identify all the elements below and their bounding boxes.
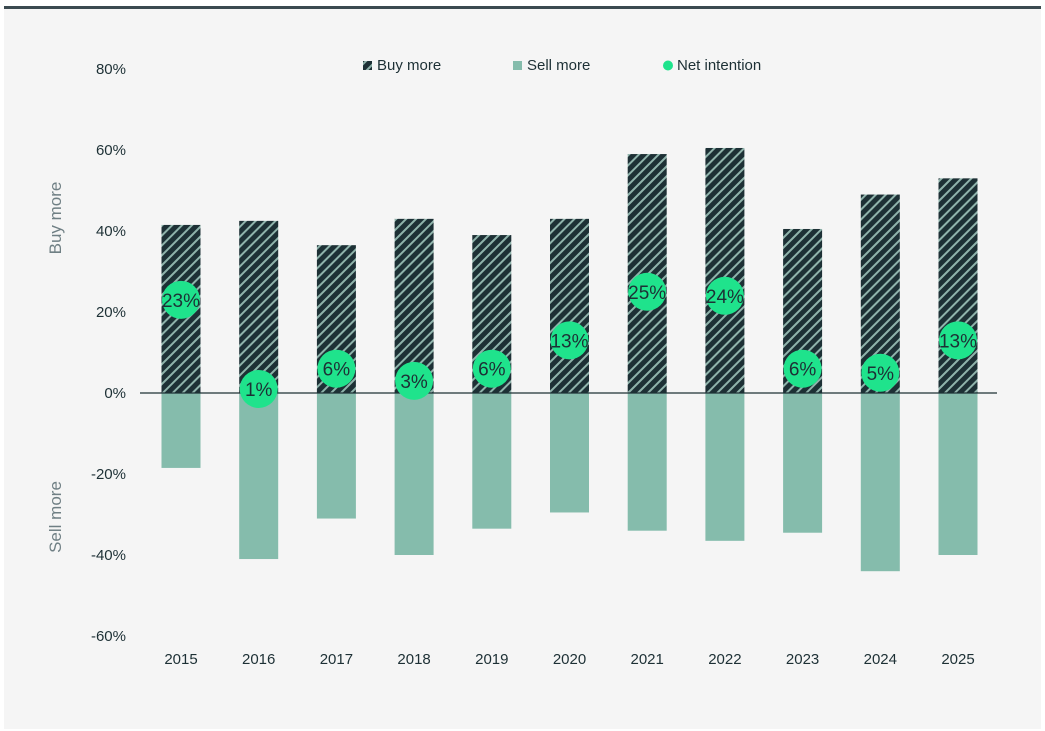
y-tick-label: -20% (91, 466, 126, 483)
net-intention-label-2018: 3% (400, 372, 428, 393)
net-intention-label-2015: 23% (162, 291, 200, 312)
legend-swatch-sell-more (513, 61, 522, 70)
x-tick-label: 2025 (941, 651, 974, 668)
y-tick-label: 60% (96, 142, 126, 159)
net-intention-label-2016: 1% (245, 380, 273, 401)
y-tick-label: 40% (96, 223, 126, 240)
legend-swatch-net-intention (663, 60, 673, 71)
bar-sell-more-2020 (550, 393, 589, 513)
net-intention-point-2020 (550, 321, 589, 360)
net-intention-point-2023 (783, 349, 822, 388)
net-intention-label-2017: 6% (323, 360, 351, 381)
legend-item-sell-more: Sell more (513, 57, 590, 74)
net-intention-point-2024 (861, 353, 900, 392)
y-axis: 80% 60% 40% 20% 0% -20% -40% -60% (91, 61, 126, 645)
bar-buy-more-2020 (550, 218, 589, 393)
x-tick-label: 2018 (397, 651, 430, 668)
x-axis: 2015 2016 2017 2018 2019 2020 2021 2022 2023 2024… (164, 651, 974, 668)
y-tick-label: -60% (91, 628, 126, 645)
legend-item-buy-more: Buy more (363, 57, 441, 74)
net-intention-label-2022: 24% (706, 287, 744, 308)
net-intention-label-2021: 25% (628, 283, 666, 304)
net-intention-point-2017 (317, 349, 356, 388)
bar-sell-more-2018 (394, 393, 434, 555)
bar-buy-more-2016 (239, 220, 279, 393)
x-tick-label: 2020 (553, 651, 586, 668)
legend-label-sell-more: Sell more (527, 57, 590, 74)
bars (161, 147, 978, 572)
x-tick-label: 2022 (708, 651, 741, 668)
x-tick-label: 2024 (864, 651, 897, 668)
x-tick-label: 2017 (320, 651, 353, 668)
net-intention-point-2019 (472, 349, 511, 388)
bar-sell-more-2023 (783, 393, 823, 533)
net-intention-point-2025 (939, 321, 977, 360)
x-tick-label: 2015 (164, 651, 197, 668)
y-tick-label: 0% (104, 385, 126, 402)
net-intention-point-2016 (239, 369, 278, 408)
legend-label-net-intention: Net intention (677, 57, 761, 74)
bar-sell-more-2019 (472, 393, 512, 529)
bar-sell-more-2021 (627, 393, 667, 531)
bar-sell-more-2024 (860, 393, 900, 572)
y-tick-label: 20% (96, 304, 126, 321)
legend-swatch-buy-more (363, 61, 372, 70)
legend: Buy more Sell more Net intention (363, 57, 761, 74)
net-intention-point-2021 (628, 272, 667, 311)
x-tick-label: 2021 (631, 651, 664, 668)
net-intention-point-2018 (395, 361, 434, 400)
bar-sell-more-2016 (239, 393, 279, 560)
bar-sell-more-2015 (161, 393, 201, 468)
x-tick-label: 2019 (475, 651, 508, 668)
bar-sell-more-2022 (705, 393, 745, 541)
x-tick-label: 2016 (242, 651, 275, 668)
y-axis-title-sell: Sell more (46, 481, 65, 553)
net-intention-label-2025: 13% (939, 331, 977, 352)
net-intention-label-2020: 13% (550, 331, 588, 352)
net-intention-label-2024: 5% (867, 364, 895, 385)
net-intention-point-2022 (705, 276, 744, 315)
bar-buy-more-2022 (705, 147, 745, 393)
legend-label-buy-more: Buy more (377, 57, 441, 74)
bar-buy-more-2025 (938, 178, 978, 393)
bar-sell-more-2025 (938, 393, 978, 555)
y-tick-label: -40% (91, 547, 126, 564)
net-intention-label-2023: 6% (789, 360, 817, 381)
net-intention-label-2019: 6% (478, 360, 506, 381)
x-tick-label: 2023 (786, 651, 819, 668)
bar-sell-more-2017 (316, 393, 356, 519)
net-intention-markers: 23% 1% 6% 3% 6% 13% 25% 24% 6% 5% 13% (162, 272, 977, 408)
net-intention-point-2015 (162, 280, 200, 319)
legend-item-net-intention: Net intention (663, 57, 761, 74)
y-tick-label: 80% (96, 61, 126, 78)
y-axis-title-buy: Buy more (46, 182, 65, 255)
